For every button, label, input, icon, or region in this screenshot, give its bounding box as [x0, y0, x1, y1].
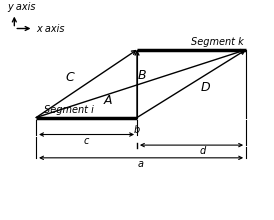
- Text: d: d: [199, 146, 206, 156]
- Text: B: B: [138, 69, 147, 82]
- Text: y axis: y axis: [7, 2, 36, 11]
- Text: C: C: [66, 71, 75, 84]
- Text: Segment i: Segment i: [44, 105, 94, 115]
- Text: c: c: [84, 136, 89, 146]
- Text: Segment k: Segment k: [191, 37, 243, 47]
- Text: a: a: [138, 159, 144, 169]
- Text: b: b: [134, 125, 140, 135]
- Text: D: D: [200, 81, 210, 94]
- Text: A: A: [104, 94, 113, 107]
- Text: x axis: x axis: [36, 24, 65, 33]
